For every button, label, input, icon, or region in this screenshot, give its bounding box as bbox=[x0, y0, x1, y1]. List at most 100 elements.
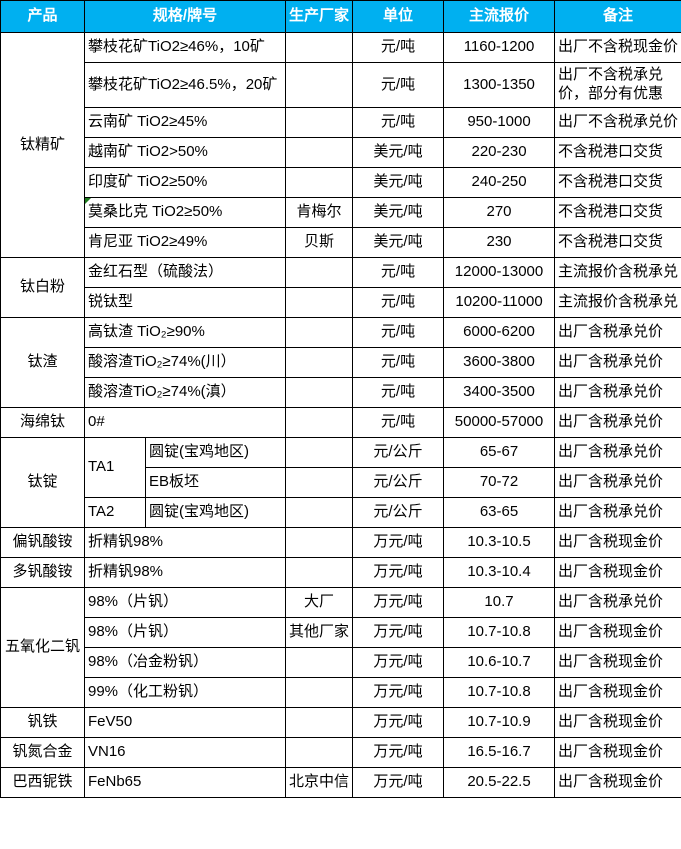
price-cell: 230 bbox=[443, 227, 556, 258]
note-cell: 出厂含税承兑价 bbox=[554, 407, 681, 438]
product-cell-brazil-ferroniobium: 巴西铌铁 bbox=[0, 767, 85, 798]
maker-cell: 北京中信 bbox=[285, 767, 354, 798]
maker-cell: 其他厂家 bbox=[285, 617, 354, 648]
col-header-maker: 生产厂家 bbox=[285, 0, 354, 33]
maker-cell bbox=[285, 32, 354, 63]
unit-cell: 万元/吨 bbox=[352, 767, 445, 798]
cell-comment-marker-icon bbox=[85, 198, 91, 204]
price-cell: 70-72 bbox=[443, 467, 556, 498]
table-row: 偏钒酸铵 折精钒98% 万元/吨 10.3-10.5 出厂含税现金价 bbox=[0, 527, 681, 558]
maker-cell bbox=[285, 377, 354, 408]
product-cell-ammonium-metavanadate: 偏钒酸铵 bbox=[0, 527, 85, 558]
table-row: 钛锭 TA1 圆锭(宝鸡地区) 元/公斤 65-67 出厂含税承兑价 bbox=[0, 437, 681, 528]
spec-cell: 98%（片钒） bbox=[83, 617, 287, 648]
spec-cell: 攀枝花矿TiO2≥46%，10矿 bbox=[83, 32, 287, 63]
maker-cell: 大厂 bbox=[285, 587, 354, 618]
maker-cell bbox=[285, 407, 354, 438]
unit-cell: 万元/吨 bbox=[352, 527, 445, 558]
spec-cell: 金红石型（硫酸法） bbox=[83, 257, 287, 288]
price-table: 产品 规格/牌号 生产厂家 单位 主流报价 备注 钛精矿 攀枝花矿TiO2≥46… bbox=[0, 0, 681, 798]
spec-cell: 98%（冶金粉钒） bbox=[83, 647, 287, 678]
spec-cell: FeV50 bbox=[83, 707, 287, 738]
table-row: 多钒酸铵 折精钒98% 万元/吨 10.3-10.4 出厂含税现金价 bbox=[0, 557, 681, 588]
table-row: 越南矿 TiO2>50% 美元/吨 220-230 不含税港口交货 bbox=[1, 137, 681, 168]
unit-cell: 美元/吨 bbox=[352, 167, 445, 198]
spec-cell: 莫桑比克 TiO2≥50% bbox=[83, 197, 287, 228]
note-cell: 出厂不含税承兑价，部分有优惠 bbox=[554, 62, 681, 108]
price-cell: 950-1000 bbox=[443, 107, 556, 138]
note-cell: 主流报价含税承兑 bbox=[554, 287, 681, 318]
maker-cell bbox=[285, 677, 354, 708]
price-cell: 12000-13000 bbox=[443, 257, 556, 288]
col-header-unit: 单位 bbox=[352, 0, 445, 33]
table-row: 酸溶渣TiO₂≥74%(滇） 元/吨 3400-3500 出厂含税承兑价 bbox=[1, 377, 681, 408]
unit-cell: 万元/吨 bbox=[352, 647, 445, 678]
price-cell: 10.7-10.8 bbox=[443, 617, 556, 648]
price-cell: 65-67 bbox=[443, 437, 556, 468]
table-row: 肯尼亚 TiO2≥49% 贝斯 美元/吨 230 不含税港口交货 bbox=[1, 227, 681, 258]
table-row: 钛精矿 攀枝花矿TiO2≥46%，10矿 元/吨 1160-1200 出厂不含税… bbox=[0, 32, 681, 258]
table-row: 攀枝花矿TiO2≥46.5%，20矿 元/吨 1300-1350 出厂不含税承兑… bbox=[1, 62, 681, 108]
price-cell: 1300-1350 bbox=[443, 62, 556, 108]
spec-cell: 圆锭(宝鸡地区) bbox=[144, 497, 287, 528]
maker-cell bbox=[285, 497, 354, 528]
price-cell: 220-230 bbox=[443, 137, 556, 168]
spec-cell: FeNb65 bbox=[83, 767, 287, 798]
product-cell-titanium-ingot: 钛锭 bbox=[0, 437, 85, 528]
note-cell: 出厂含税承兑价 bbox=[554, 467, 681, 498]
price-cell: 10.3-10.5 bbox=[443, 527, 556, 558]
product-cell-titanium-concentrate: 钛精矿 bbox=[0, 32, 85, 258]
unit-cell: 万元/吨 bbox=[352, 557, 445, 588]
price-cell: 10.7-10.9 bbox=[443, 707, 556, 738]
note-cell: 出厂含税现金价 bbox=[554, 737, 681, 768]
unit-cell: 元/吨 bbox=[352, 107, 445, 138]
unit-cell: 元/公斤 bbox=[352, 467, 445, 498]
price-cell: 10.7-10.8 bbox=[443, 677, 556, 708]
note-cell: 出厂含税现金价 bbox=[554, 557, 681, 588]
col-header-price: 主流报价 bbox=[443, 0, 556, 33]
maker-cell bbox=[285, 137, 354, 168]
table-row: 巴西铌铁 FeNb65 北京中信 万元/吨 20.5-22.5 出厂含税现金价 bbox=[0, 767, 681, 798]
unit-cell: 元/吨 bbox=[352, 287, 445, 318]
note-cell: 主流报价含税承兑 bbox=[554, 257, 681, 288]
spec-cell: 攀枝花矿TiO2≥46.5%，20矿 bbox=[83, 62, 287, 108]
col-header-note: 备注 bbox=[554, 0, 681, 33]
spec-cell: 折精钒98% bbox=[83, 557, 287, 588]
grade-cell: TA1 bbox=[84, 437, 146, 498]
table-row: 98%（片钒） 其他厂家 万元/吨 10.7-10.8 出厂含税现金价 bbox=[1, 617, 681, 648]
maker-cell bbox=[285, 107, 354, 138]
product-cell-vanadium-nitrogen-alloy: 钒氮合金 bbox=[0, 737, 85, 768]
price-cell: 3400-3500 bbox=[443, 377, 556, 408]
table-row: 海绵钛 0# 元/吨 50000-57000 出厂含税承兑价 bbox=[0, 407, 681, 438]
note-cell: 出厂含税承兑价 bbox=[554, 347, 681, 378]
price-cell: 63-65 bbox=[443, 497, 556, 528]
note-cell: 不含税港口交货 bbox=[554, 167, 681, 198]
price-cell: 10200-11000 bbox=[443, 287, 556, 318]
table-row: 五氧化二钒 98%（片钒） 大厂 万元/吨 10.7 出厂含税承兑价 bbox=[0, 587, 681, 708]
maker-cell bbox=[285, 707, 354, 738]
spec-cell: 圆锭(宝鸡地区) bbox=[144, 437, 287, 468]
spec-cell: 云南矿 TiO2≥45% bbox=[83, 107, 287, 138]
unit-cell: 元/吨 bbox=[352, 62, 445, 108]
table-header-row: 产品 规格/牌号 生产厂家 单位 主流报价 备注 bbox=[0, 0, 681, 33]
unit-cell: 元/吨 bbox=[352, 377, 445, 408]
maker-cell bbox=[285, 287, 354, 318]
maker-cell bbox=[285, 557, 354, 588]
table-row: 98%（冶金粉钒） 万元/吨 10.6-10.7 出厂含税现金价 bbox=[1, 647, 681, 678]
table-row: 莫桑比克 TiO2≥50% 肯梅尔 美元/吨 270 不含税港口交货 bbox=[1, 197, 681, 228]
note-cell: 出厂含税承兑价 bbox=[554, 317, 681, 348]
unit-cell: 万元/吨 bbox=[352, 707, 445, 738]
unit-cell: 万元/吨 bbox=[352, 737, 445, 768]
unit-cell: 元/吨 bbox=[352, 32, 445, 63]
unit-cell: 美元/吨 bbox=[352, 227, 445, 258]
note-cell: 出厂不含税现金价 bbox=[554, 32, 681, 63]
note-cell: 不含税港口交货 bbox=[554, 197, 681, 228]
price-cell: 10.7 bbox=[443, 587, 556, 618]
table-row: 钒铁 FeV50 万元/吨 10.7-10.9 出厂含税现金价 bbox=[0, 707, 681, 738]
note-cell: 出厂含税现金价 bbox=[554, 647, 681, 678]
spec-cell: 0# bbox=[83, 407, 287, 438]
spec-cell: 酸溶渣TiO₂≥74%(滇） bbox=[83, 377, 287, 408]
price-cell: 1160-1200 bbox=[443, 32, 556, 63]
unit-cell: 美元/吨 bbox=[352, 197, 445, 228]
